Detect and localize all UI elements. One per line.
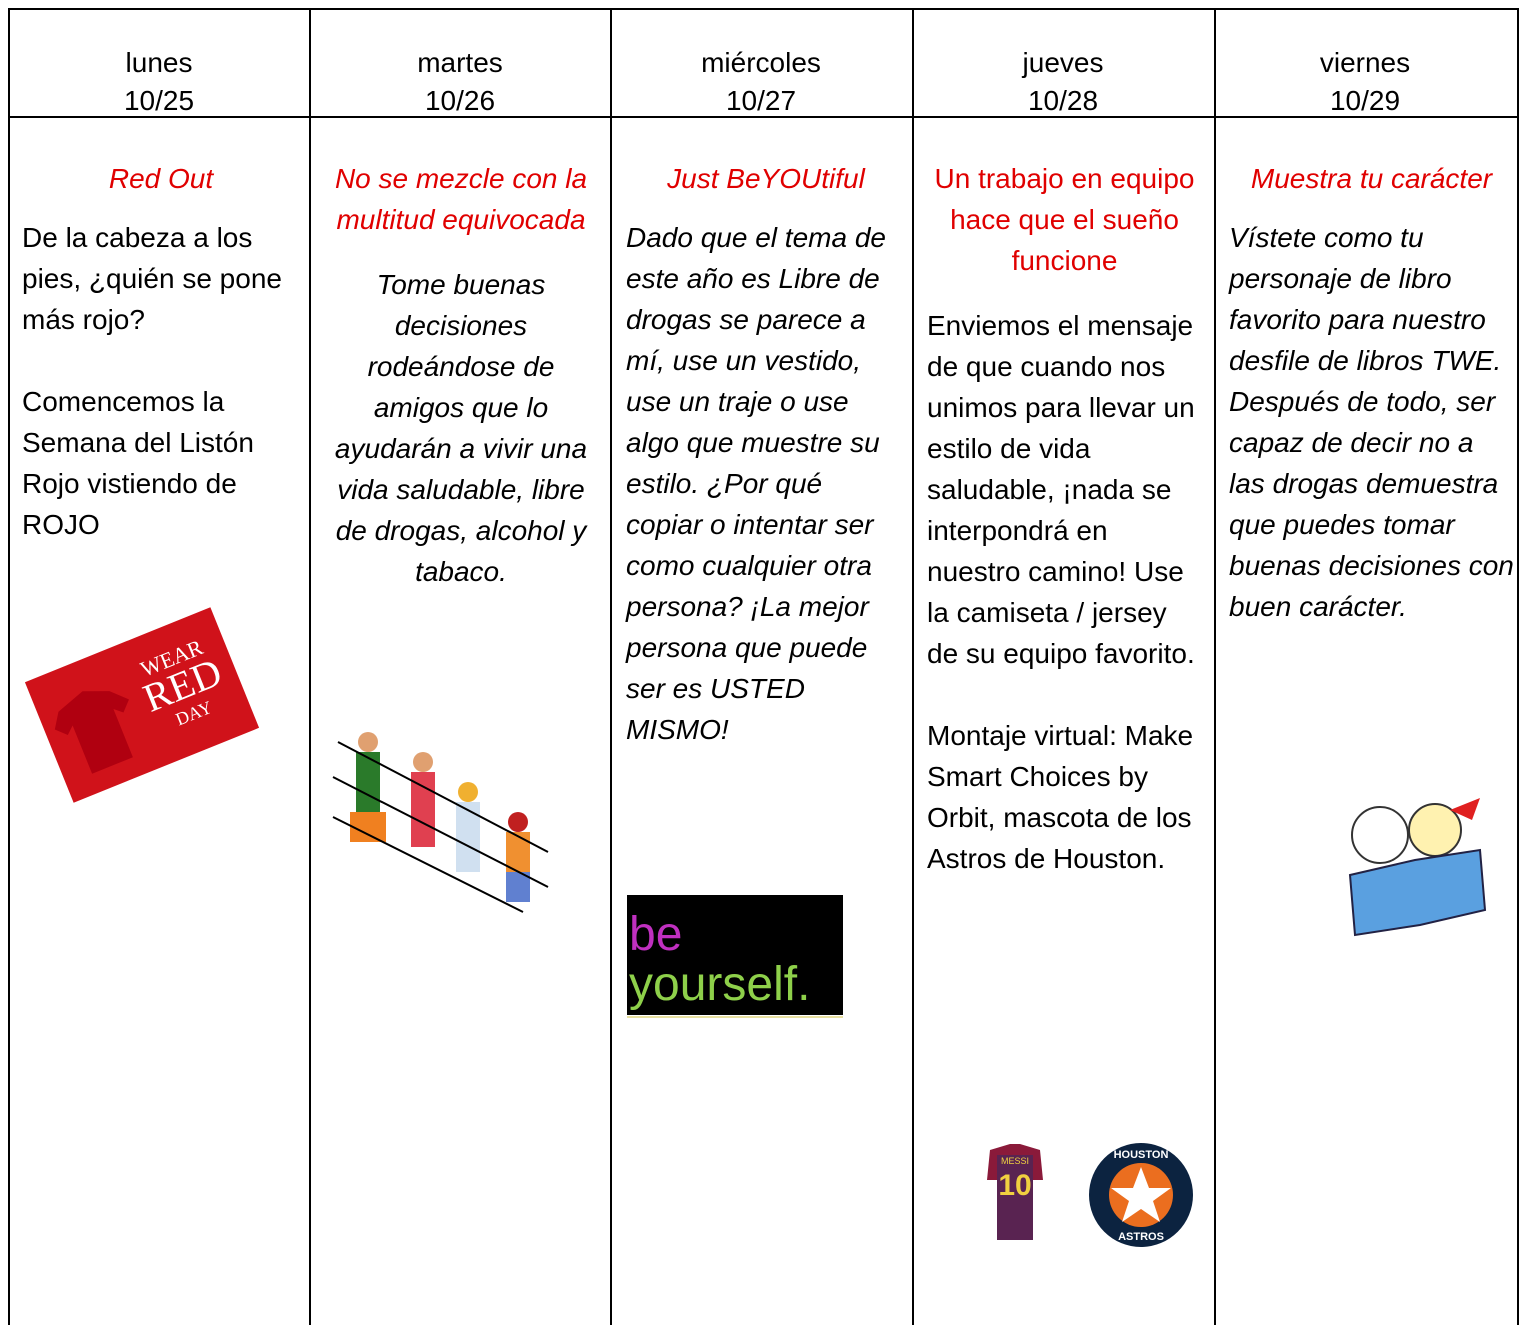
- bow: [1450, 798, 1480, 820]
- date: 10/26: [424, 85, 496, 116]
- table-border: [1517, 8, 1519, 1325]
- decor-line: [332, 816, 524, 913]
- paragraph: Comencemos la Semana del Listón Rojo vis…: [22, 386, 254, 540]
- image-text: be: [629, 908, 682, 961]
- image-bg: [627, 895, 843, 1015]
- date: 10/25: [123, 85, 195, 116]
- date: 10/27: [725, 85, 797, 116]
- image-text: 10: [998, 1169, 1031, 1202]
- decor-line: [332, 776, 549, 888]
- date: 10/29: [1329, 85, 1401, 116]
- cell: Muestra tu carácter Vístete como tu pers…: [1229, 158, 1514, 668]
- paragraph: Tome buenas decisiones rodeándose de ami…: [334, 269, 588, 587]
- image-text: MESSI: [1001, 1156, 1029, 1166]
- child-face: [1408, 803, 1462, 857]
- cell: No se mezcle con la multitud equivocada …: [322, 158, 600, 633]
- jersey-stripes: [997, 1155, 1033, 1240]
- book: [1348, 848, 1487, 937]
- figures: [350, 732, 530, 902]
- day: jueves: [1022, 47, 1104, 78]
- cell-title: Red Out: [108, 163, 214, 194]
- paragraph: Montaje virtual: Make Smart Choices by O…: [927, 720, 1194, 874]
- header-cell: jueves 10/28: [913, 44, 1213, 120]
- cell-title: Un trabajo en equipo hace que el sueño f…: [934, 163, 1195, 276]
- wear-red-day-image: WEAR RED DAY: [24, 607, 260, 803]
- table-border: [912, 8, 914, 1325]
- header-cell: miércoles 10/27: [611, 44, 911, 120]
- day: viernes: [1319, 47, 1411, 78]
- reading-image: [1348, 798, 1487, 937]
- cell-title: Muestra tu carácter: [1250, 163, 1493, 194]
- cell: Red Out De la cabeza a los pies, ¿quién …: [22, 158, 300, 586]
- image-text: ASTROS: [1118, 1231, 1164, 1243]
- header-cell: martes 10/26: [310, 44, 610, 120]
- image-text: yourself.: [629, 958, 810, 1011]
- table-border: [610, 8, 612, 1325]
- astros-star: [1111, 1167, 1171, 1222]
- header-cell: viernes 10/29: [1215, 44, 1515, 120]
- decor-line: [337, 741, 549, 853]
- paragraph: Vístete como tu personaje de libro favor…: [1229, 222, 1514, 622]
- cell-title: No se mezcle con la multitud equivocada: [334, 163, 588, 235]
- paragraph: Enviemos el mensaje de que cuando nos un…: [927, 310, 1195, 669]
- shirt: [54, 691, 133, 774]
- table-border: [1214, 8, 1216, 1325]
- header-cell: lunes 10/25: [9, 44, 309, 120]
- table-border: [309, 8, 311, 1325]
- table-border: [8, 116, 1519, 118]
- be-yourself-image: be yourself.: [627, 895, 843, 1018]
- team-images: MESSI 10 HOUSTON ASTROS: [987, 1143, 1193, 1247]
- jersey: [987, 1144, 1043, 1240]
- paragraph: De la cabeza a los pies, ¿quién se pone …: [22, 222, 282, 335]
- cell: Un trabajo en equipo hace que el sueño f…: [927, 158, 1202, 920]
- day: martes: [417, 47, 503, 78]
- child-face: [1351, 806, 1409, 864]
- image-bg: [24, 607, 260, 803]
- day: miércoles: [701, 47, 821, 78]
- image-text: HOUSTON: [1114, 1149, 1169, 1161]
- table-border: [8, 8, 1519, 10]
- day: lunes: [125, 47, 193, 78]
- cell-title: Just BeYOUtiful: [667, 163, 865, 194]
- cell: Just BeYOUtiful Dado que el tema de este…: [626, 158, 906, 791]
- date: 10/28: [1027, 85, 1099, 116]
- table-border: [8, 8, 10, 1325]
- crowd-image: [332, 732, 549, 913]
- paragraph: Dado que el tema de este año es Libre de…: [626, 222, 886, 745]
